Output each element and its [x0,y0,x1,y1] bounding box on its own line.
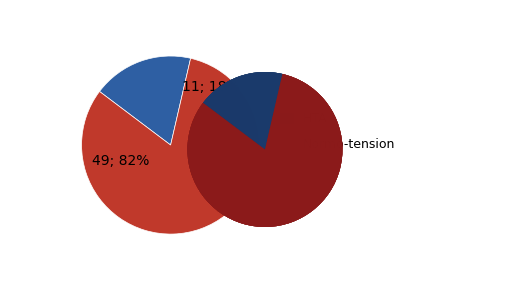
Wedge shape [188,74,342,227]
Wedge shape [203,72,282,149]
Wedge shape [99,56,191,145]
Wedge shape [203,72,282,149]
Text: 11; 18%: 11; 18% [181,81,239,94]
Wedge shape [203,72,282,149]
Wedge shape [203,72,282,149]
Wedge shape [188,74,342,227]
Wedge shape [203,72,282,149]
Wedge shape [203,72,282,149]
Wedge shape [188,74,342,227]
Wedge shape [188,74,342,227]
Legend: HTA, Normo-tension: HTA, Normo-tension [280,112,395,151]
Wedge shape [203,72,282,149]
Wedge shape [188,74,342,227]
Wedge shape [203,72,282,149]
Wedge shape [203,72,282,149]
Wedge shape [188,74,342,227]
Wedge shape [188,74,342,227]
Text: 49; 82%: 49; 82% [92,154,149,168]
Wedge shape [188,74,342,227]
Wedge shape [203,72,282,149]
Wedge shape [203,72,282,149]
Wedge shape [188,74,342,227]
Wedge shape [82,58,260,234]
Wedge shape [203,72,282,149]
Wedge shape [188,74,342,227]
Wedge shape [188,74,342,227]
Wedge shape [188,74,342,227]
